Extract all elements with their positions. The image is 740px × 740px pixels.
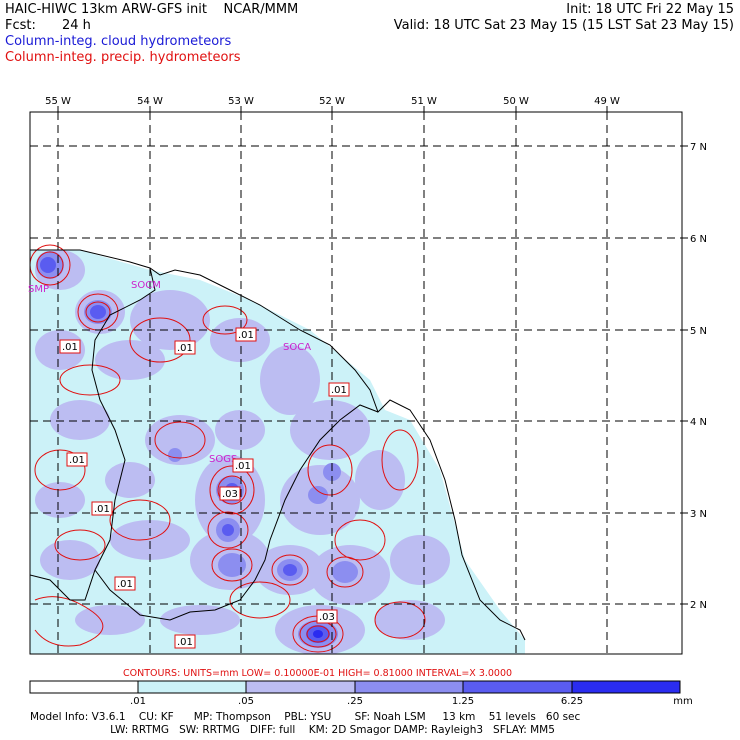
lat-label-4: 3 N xyxy=(690,509,707,520)
colorbar-tick-3: 1.25 xyxy=(452,696,474,707)
colorbar-tick-0: .01 xyxy=(130,696,146,707)
map-frame xyxy=(29,111,683,655)
svg-text:.03: .03 xyxy=(222,489,238,500)
plot-title: HAIC-HIWC 13km ARW-GFS init NCAR/MMM xyxy=(5,2,299,17)
station-label-soca: SOCA xyxy=(283,342,311,353)
svg-text:.01: .01 xyxy=(331,385,347,396)
colorbar-tick-1: .05 xyxy=(238,696,254,707)
lon-label-3: 52 W xyxy=(319,96,345,107)
svg-text:.01: .01 xyxy=(177,637,193,648)
colorbar-tick-2: .25 xyxy=(347,696,363,707)
lat-label-1: 6 N xyxy=(690,234,707,245)
lon-label-4: 51 W xyxy=(411,96,437,107)
contour-label: .03 xyxy=(219,486,241,501)
precip-contours xyxy=(30,244,426,653)
station-label-socm: SOCM xyxy=(131,280,161,291)
svg-text:.01: .01 xyxy=(69,455,85,466)
lon-label-0: 55 W xyxy=(45,96,71,107)
station-label-smp: SMP xyxy=(28,284,49,295)
contour-label: .01 xyxy=(114,576,136,591)
model-info-line1: Model Info: V3.6.1 CU: KF MP: Thompson P… xyxy=(30,711,581,723)
color-bar xyxy=(29,680,681,694)
forecast-hour: 24 h xyxy=(62,18,91,33)
svg-text:.01: .01 xyxy=(177,343,193,354)
lon-label-5: 50 W xyxy=(503,96,529,107)
axis-ticks xyxy=(57,106,688,605)
contour-label: .01 xyxy=(59,339,81,354)
contour-label: .01 xyxy=(174,340,196,355)
lon-label-2: 53 W xyxy=(228,96,254,107)
contours-info: CONTOURS: UNITS=mm LOW= 0.10000E-01 HIGH… xyxy=(123,668,512,679)
contour-label: .01 xyxy=(91,501,113,516)
contour-label: .01 xyxy=(232,458,254,473)
svg-text:.01: .01 xyxy=(94,504,110,515)
contour-label: .01 xyxy=(235,327,257,342)
lat-lon-grid xyxy=(30,112,682,654)
colorbar-tick-4: 6.25 xyxy=(561,696,583,707)
hydrometeor-shading xyxy=(30,112,682,654)
contour-label: .01 xyxy=(328,382,350,397)
svg-text:.01: .01 xyxy=(62,342,78,353)
forecast-label: Fcst: xyxy=(5,18,36,33)
contour-label: .01 xyxy=(174,634,196,649)
contour-label: .03 xyxy=(316,609,338,624)
lat-label-0: 7 N xyxy=(690,142,707,153)
lat-label-5: 2 N xyxy=(690,600,707,611)
coastline xyxy=(30,249,526,641)
svg-text:.03: .03 xyxy=(319,612,335,623)
contour-label: .01 xyxy=(66,452,88,467)
svg-text:.01: .01 xyxy=(117,579,133,590)
valid-time: Valid: 18 UTC Sat 23 May 15 (15 LST Sat … xyxy=(393,18,734,33)
legend-cloud: Column-integ. cloud hydrometeors xyxy=(5,34,232,49)
lon-label-1: 54 W xyxy=(137,96,163,107)
init-time: Init: 18 UTC Fri 22 May 15 xyxy=(566,2,734,17)
svg-text:.01: .01 xyxy=(235,461,251,472)
legend-precip: Column-integ. precip. hydrometeors xyxy=(5,50,241,65)
svg-text:.01: .01 xyxy=(238,330,254,341)
lat-label-2: 5 N xyxy=(690,326,707,337)
station-label-sogs: SOGS xyxy=(209,454,237,465)
lat-label-3: 4 N xyxy=(690,417,707,428)
colorbar-unit: mm xyxy=(673,696,692,707)
lon-label-6: 49 W xyxy=(594,96,620,107)
model-info-line2: LW: RRTMG SW: RRTMG DIFF: full KM: 2D Sm… xyxy=(30,724,555,736)
